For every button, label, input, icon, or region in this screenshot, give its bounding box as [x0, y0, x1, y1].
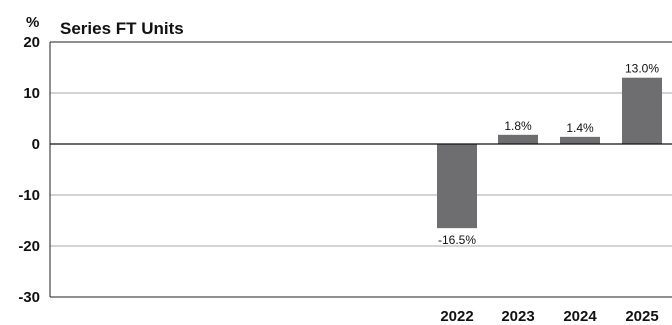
y-tick-label: -30	[18, 289, 40, 306]
bar	[622, 77, 662, 144]
y-axis-ticks: 20 10 0 -10 -20 -30	[18, 34, 40, 306]
data-labels: -16.5% 1.8% 1.4% 13.0%	[438, 62, 659, 247]
bar	[498, 134, 538, 144]
chart-title: Series FT Units	[60, 19, 184, 38]
data-label: 1.4%	[566, 121, 594, 135]
y-tick-label: -10	[18, 187, 40, 204]
y-tick-label: 10	[23, 85, 40, 102]
bar	[560, 136, 600, 144]
y-unit-label: %	[26, 14, 39, 31]
data-label: -16.5%	[438, 233, 476, 247]
bars	[437, 77, 662, 229]
bar	[437, 144, 477, 229]
gridlines	[50, 92, 672, 247]
x-axis-ticks: 2022 2023 2024 2025	[440, 308, 658, 325]
x-tick-label: 2024	[563, 308, 597, 325]
data-label: 13.0%	[625, 62, 659, 76]
y-tick-label: -20	[18, 238, 40, 255]
data-label: 1.8%	[504, 119, 532, 133]
x-tick-label: 2025	[625, 308, 658, 325]
y-tick-label: 20	[23, 34, 40, 51]
x-tick-label: 2023	[501, 308, 534, 325]
x-tick-label: 2022	[440, 308, 473, 325]
y-tick-label: 0	[32, 136, 40, 153]
